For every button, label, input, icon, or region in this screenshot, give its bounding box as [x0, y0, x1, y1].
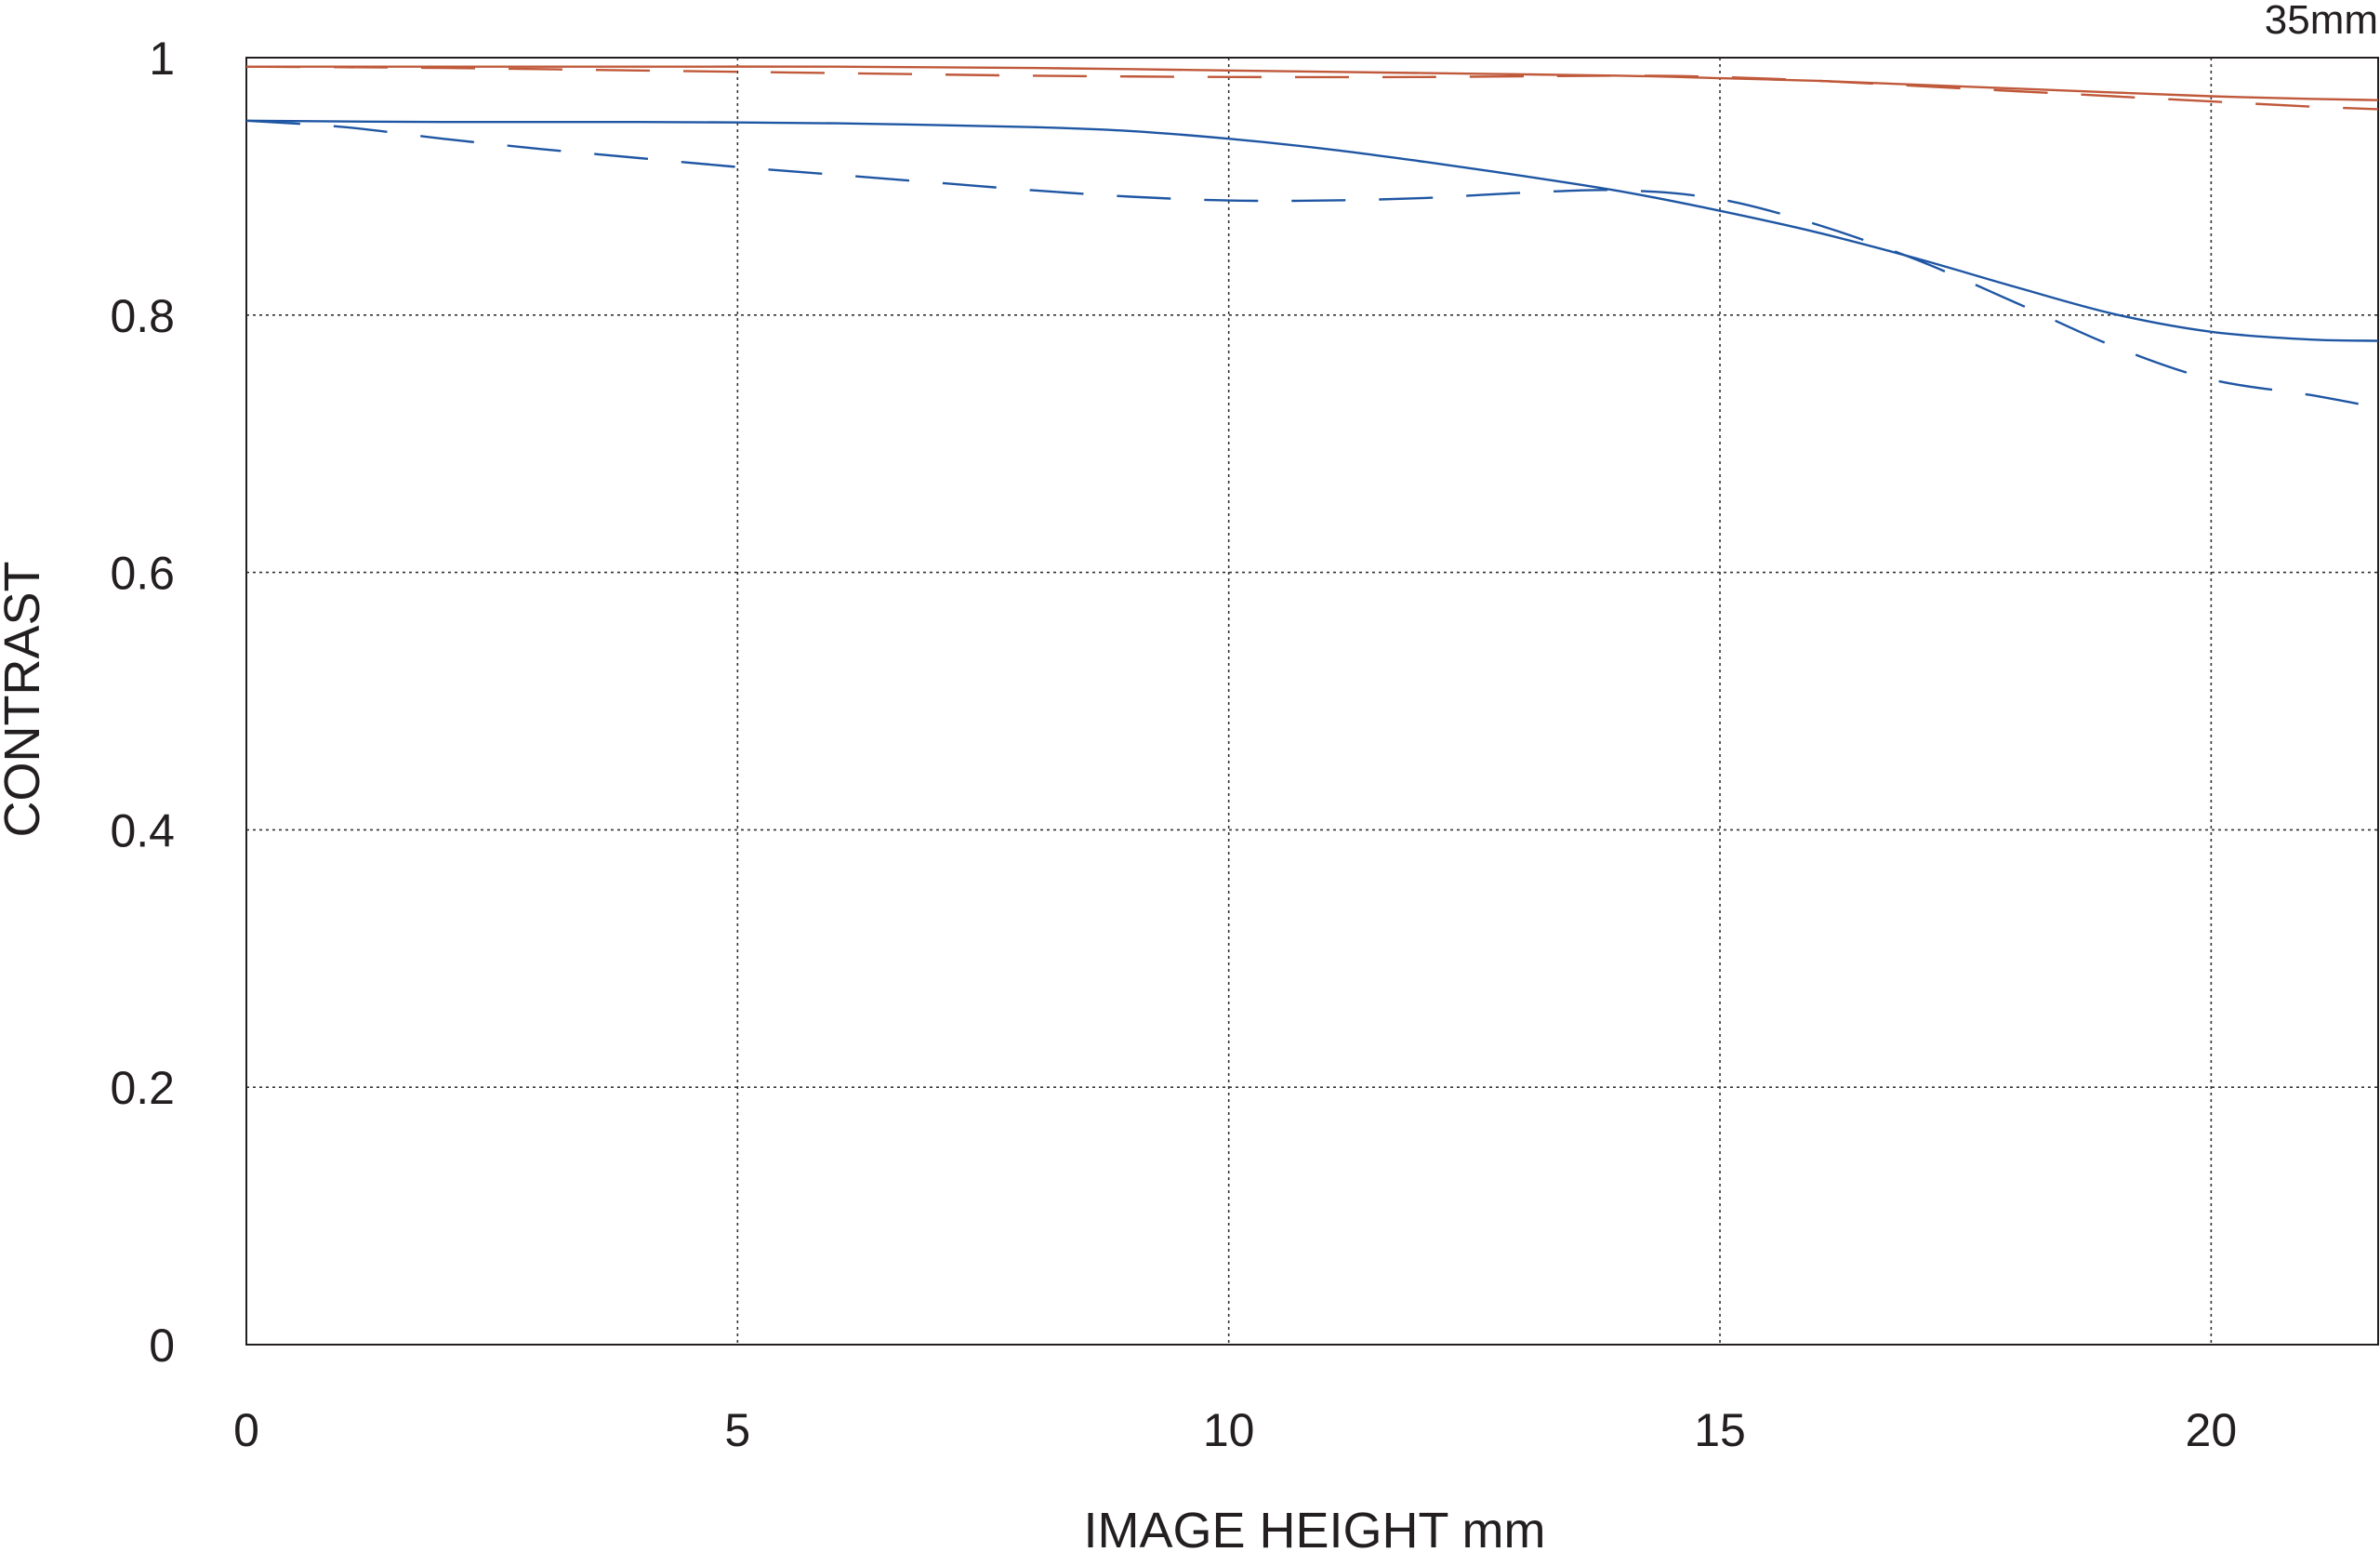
y-tick-label: 0 — [149, 1320, 175, 1372]
x-tick-label: 10 — [1203, 1404, 1255, 1456]
y-tick-label: 0.4 — [110, 804, 175, 856]
x-axis-label: IMAGE HEIGHT mm — [1083, 1503, 1545, 1552]
y-tick-label: 1 — [149, 33, 175, 85]
x-tick-label: 0 — [233, 1404, 259, 1456]
tick-labels: 0 5 10 15 20 0 0.2 0.4 0.6 0.8 1 — [110, 33, 2237, 1456]
series-line-2-dashed — [245, 65, 2379, 111]
series-lines — [245, 65, 2379, 409]
y-tick-label: 0.8 — [110, 290, 175, 342]
series-line-4-dashed — [245, 119, 2379, 409]
x-tick-label: 15 — [1694, 1404, 1746, 1456]
series-line-3-solid — [245, 119, 2379, 342]
x-tick-label: 20 — [2186, 1404, 2238, 1456]
plot-frame — [245, 57, 2379, 1346]
y-tick-label: 0.6 — [110, 548, 175, 600]
series-line-1-solid — [246, 65, 2379, 101]
x-tick-label: 5 — [724, 1404, 750, 1456]
y-tick-label: 0.2 — [110, 1062, 175, 1114]
y-axis-label: CONTRAST — [0, 562, 50, 838]
corner-label: 35mm — [2265, 0, 2378, 43]
